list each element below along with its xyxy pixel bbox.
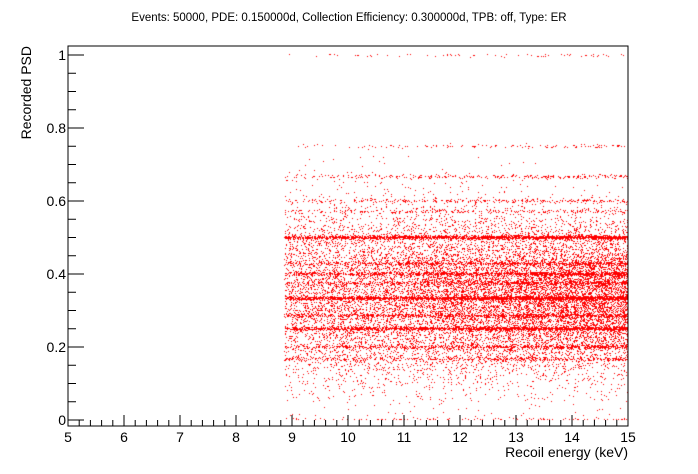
chart-title: Events: 50000, PDE: 0.150000d, Collectio… xyxy=(131,12,566,24)
y-tick-label: 1 xyxy=(58,47,66,63)
x-tick-label: 13 xyxy=(508,429,524,445)
x-tick-label: 9 xyxy=(288,429,296,445)
y-tick-label: 0.8 xyxy=(47,120,67,136)
y-tick-label: 0.6 xyxy=(47,193,67,209)
x-tick-label: 15 xyxy=(620,429,636,445)
x-axis-ticks: 5 6 7 8 9 10 11 12 13 14 15 xyxy=(64,415,636,445)
y-axis-ticks: 0 0.2 0.4 0.6 0.8 1 xyxy=(47,47,84,428)
y-tick-label: 0.2 xyxy=(47,339,67,355)
y-tick-label: 0 xyxy=(58,412,66,428)
x-tick-label: 14 xyxy=(564,429,580,445)
scatter-points xyxy=(68,46,628,426)
x-tick-label: 12 xyxy=(452,429,468,445)
x-tick-label: 11 xyxy=(397,429,412,445)
x-tick-label: 6 xyxy=(120,429,128,445)
y-tick-label: 0.4 xyxy=(47,266,67,282)
x-axis-label: Recoil energy (keV) xyxy=(505,444,628,460)
x-tick-label: 8 xyxy=(232,429,240,445)
y-axis-label: Recorded PSD xyxy=(18,46,34,139)
x-tick-label: 10 xyxy=(340,429,356,445)
scatter-point-cloud xyxy=(68,46,628,426)
x-tick-label: 7 xyxy=(176,429,184,445)
x-tick-label: 5 xyxy=(64,429,72,445)
